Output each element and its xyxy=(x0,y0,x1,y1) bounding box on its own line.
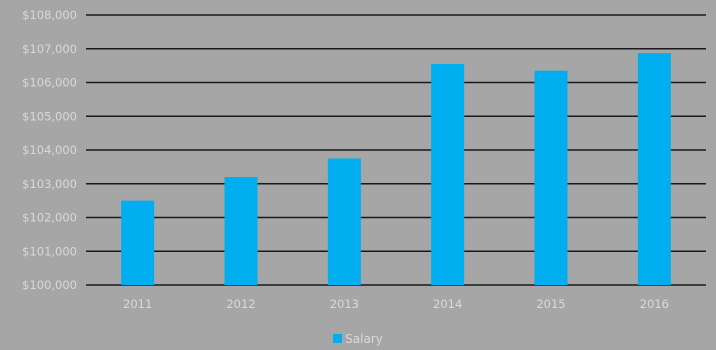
y-tick-label: $107,000 xyxy=(22,42,77,56)
bar-2011 xyxy=(121,200,155,285)
legend-swatch-salary xyxy=(333,334,343,343)
x-tick-label: 2011 xyxy=(123,297,152,311)
y-tick-label: $101,000 xyxy=(22,244,77,258)
x-tick-label: 2012 xyxy=(226,297,255,311)
bar-2016 xyxy=(637,53,671,286)
y-tick-label: $108,000 xyxy=(22,8,77,22)
gridlines xyxy=(86,14,706,286)
legend-label-salary: Salary xyxy=(345,332,383,346)
y-tick-label: $104,000 xyxy=(22,143,77,157)
y-tick-label: $100,000 xyxy=(22,278,77,292)
y-tick-label: $106,000 xyxy=(22,76,77,90)
bars xyxy=(121,53,671,286)
bar-2014 xyxy=(431,63,465,285)
bar-2015 xyxy=(534,70,568,285)
x-axis-tick-labels: 2011 2012 2013 2014 2015 2016 xyxy=(123,297,669,311)
y-tick-label: $102,000 xyxy=(22,211,77,225)
bar-2012 xyxy=(224,177,258,285)
y-axis-tick-labels: $100,000 $101,000 $102,000 $103,000 $104,000… xyxy=(22,8,77,292)
x-tick-label: 2015 xyxy=(536,297,565,311)
x-tick-label: 2014 xyxy=(433,297,462,311)
bar-2013 xyxy=(327,158,361,285)
bar-chart: $100,000 $101,000 $102,000 $103,000 $104,000… xyxy=(22,8,706,311)
x-tick-label: 2013 xyxy=(330,297,359,311)
y-tick-label: $103,000 xyxy=(22,177,77,191)
legend: Salary xyxy=(0,331,716,347)
y-tick-label: $105,000 xyxy=(22,109,77,123)
x-tick-label: 2016 xyxy=(640,297,669,311)
